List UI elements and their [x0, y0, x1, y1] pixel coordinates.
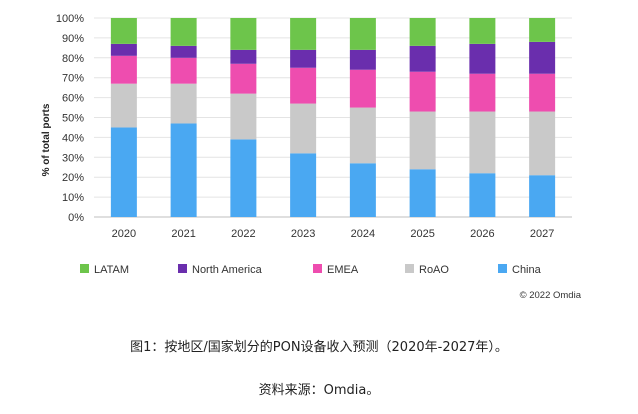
legend-swatch: [405, 264, 414, 273]
bar-segment-latam: [110, 18, 137, 44]
y-tick-label: 50%: [62, 113, 84, 125]
bar-segment-roao: [290, 103, 317, 154]
bar-segment-latam: [529, 18, 556, 42]
bar-segment-north-america: [529, 41, 556, 74]
x-tick-label: 2020: [112, 228, 136, 240]
x-tick-label: 2021: [171, 228, 195, 240]
bar-segment-roao: [409, 111, 436, 170]
bar-segment-emea: [230, 63, 257, 94]
bar-segment-roao: [170, 83, 197, 124]
bar-segment-north-america: [170, 45, 197, 58]
legend-swatch: [80, 264, 89, 273]
legend-label: EMEA: [327, 264, 359, 276]
bar-segment-china: [529, 175, 556, 217]
legend-label: North America: [192, 264, 263, 276]
y-tick-label: 90%: [62, 33, 84, 45]
x-tick-label: 2025: [410, 228, 434, 240]
x-tick-label: 2026: [470, 228, 494, 240]
bar-segment-china: [110, 127, 137, 217]
bar-segment-latam: [349, 18, 376, 50]
y-tick-label: 100%: [56, 13, 84, 25]
bar-segment-north-america: [290, 49, 317, 68]
bar-segment-north-america: [230, 49, 257, 64]
y-tick-label: 20%: [62, 172, 84, 184]
y-tick-label: 60%: [62, 93, 84, 105]
figure-caption: 图1：按地区/国家划分的PON设备收入预测（2020年-2027年）。: [130, 340, 508, 355]
legend-label: LATAM: [94, 264, 129, 276]
bar-segment-emea: [349, 69, 376, 108]
x-tick-label: 2022: [231, 228, 255, 240]
bar-segment-emea: [529, 73, 556, 112]
bar-segment-roao: [110, 83, 137, 128]
bar-segment-roao: [230, 93, 257, 140]
legend-swatch: [313, 264, 322, 273]
legend-swatch: [498, 264, 507, 273]
bar-segment-north-america: [349, 49, 376, 70]
bar-segment-latam: [230, 18, 257, 50]
y-tick-label: 10%: [62, 192, 84, 204]
bar-segment-china: [349, 163, 376, 217]
y-tick-label: 40%: [62, 132, 84, 144]
y-tick-label: 80%: [62, 53, 84, 65]
legend-swatch: [178, 264, 187, 273]
bar-segment-latam: [469, 18, 496, 44]
legend: LATAM North America EMEA RoAO China: [80, 264, 542, 276]
bar-segment-north-america: [409, 45, 436, 72]
bar-segment-latam: [170, 18, 197, 46]
x-axis-ticks: 2020 2021 2022 2023 2024 2025 2026 2027: [112, 228, 555, 240]
bar-segment-china: [469, 173, 496, 217]
y-tick-label: 30%: [62, 152, 84, 164]
bar-segment-emea: [170, 57, 197, 84]
gridlines: [94, 17, 572, 218]
bar-segment-china: [230, 139, 257, 217]
y-axis-title: % of total ports: [41, 103, 52, 176]
bar-segment-emea: [469, 73, 496, 112]
bar-segment-latam: [290, 18, 317, 50]
bar-segment-north-america: [110, 43, 137, 56]
stacked-bar-chart: 0%10%20%30%40%50%60%70%80%90%100% 2020 20…: [41, 13, 582, 300]
y-tick-label: 70%: [62, 73, 84, 85]
bar-segment-china: [170, 123, 197, 217]
x-tick-label: 2027: [530, 228, 554, 240]
copyright-text: © 2022 Omdia: [520, 290, 582, 300]
bar-segment-roao: [469, 111, 496, 174]
y-tick-label: 0%: [68, 212, 84, 224]
bar-segment-latam: [409, 18, 436, 46]
bar-segment-emea: [409, 71, 436, 112]
bar-segment-roao: [349, 107, 376, 164]
x-tick-label: 2024: [351, 228, 375, 240]
bar-segment-emea: [110, 55, 137, 84]
source-caption: 资料来源：Omdia。: [258, 383, 380, 398]
x-tick-label: 2023: [291, 228, 315, 240]
legend-label: China: [512, 264, 542, 276]
bar-segment-roao: [529, 111, 556, 176]
y-axis-ticks: 0% 10% 20% 30% 40% 50% 60% 70% 80% 90% 100%: [56, 13, 84, 224]
bar-segment-north-america: [469, 43, 496, 74]
bar-segment-emea: [290, 67, 317, 104]
bar-segment-china: [409, 169, 436, 217]
bar-segment-china: [290, 153, 317, 217]
bars: [110, 18, 556, 217]
legend-label: RoAO: [419, 264, 449, 276]
